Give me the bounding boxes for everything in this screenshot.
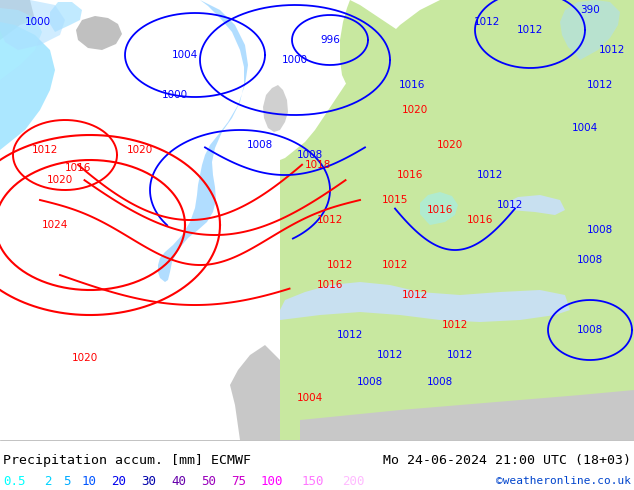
Text: 1012: 1012	[327, 260, 353, 270]
Text: 1012: 1012	[317, 215, 343, 225]
Text: 1018: 1018	[305, 160, 331, 170]
Polygon shape	[340, 0, 432, 112]
Text: 1012: 1012	[377, 350, 403, 360]
Text: 1012: 1012	[598, 45, 625, 55]
Text: 1015: 1015	[382, 195, 408, 205]
Text: ©weatheronline.co.uk: ©weatheronline.co.uk	[496, 476, 631, 486]
Text: 1020: 1020	[72, 353, 98, 363]
Text: 996: 996	[320, 35, 340, 45]
Text: 1016: 1016	[397, 170, 423, 180]
Text: Mo 24-06-2024 21:00 UTC (18+03): Mo 24-06-2024 21:00 UTC (18+03)	[383, 454, 631, 467]
Text: 75: 75	[231, 474, 246, 488]
Polygon shape	[300, 390, 634, 440]
Text: 5: 5	[63, 474, 70, 488]
Text: 1012: 1012	[382, 260, 408, 270]
Polygon shape	[50, 2, 82, 32]
Text: 1012: 1012	[477, 170, 503, 180]
Text: 2: 2	[44, 474, 51, 488]
Text: 1012: 1012	[447, 350, 473, 360]
Text: 1012: 1012	[587, 80, 613, 90]
Text: Precipitation accum. [mm] ECMWF: Precipitation accum. [mm] ECMWF	[3, 454, 251, 467]
Text: 200: 200	[342, 474, 364, 488]
Text: 1012: 1012	[32, 145, 58, 155]
Text: 1020: 1020	[437, 140, 463, 150]
Text: 1008: 1008	[587, 225, 613, 235]
Text: 10: 10	[82, 474, 97, 488]
Text: 1012: 1012	[402, 290, 428, 300]
Polygon shape	[0, 0, 65, 50]
Text: 1012: 1012	[474, 17, 500, 27]
Text: 1008: 1008	[577, 255, 603, 265]
Text: 1008: 1008	[247, 140, 273, 150]
Text: 1000: 1000	[282, 55, 308, 65]
Text: 1020: 1020	[402, 105, 428, 115]
Text: 50: 50	[201, 474, 216, 488]
Text: 1012: 1012	[497, 200, 523, 210]
Text: 20: 20	[112, 474, 127, 488]
Text: 1004: 1004	[572, 123, 598, 133]
Text: 1016: 1016	[467, 215, 493, 225]
Text: 1016: 1016	[65, 163, 91, 173]
Text: 1000: 1000	[162, 90, 188, 100]
Text: 30: 30	[141, 474, 157, 488]
Polygon shape	[508, 195, 565, 215]
Text: 1004: 1004	[172, 50, 198, 60]
Text: 1012: 1012	[337, 330, 363, 340]
Polygon shape	[76, 16, 122, 50]
Polygon shape	[280, 0, 634, 440]
Polygon shape	[0, 8, 42, 80]
Text: 1008: 1008	[297, 150, 323, 160]
Polygon shape	[0, 0, 35, 40]
Text: 150: 150	[301, 474, 323, 488]
Text: 1020: 1020	[127, 145, 153, 155]
Text: 1000: 1000	[25, 17, 51, 27]
Polygon shape	[263, 85, 288, 132]
Polygon shape	[420, 192, 458, 225]
Text: 1008: 1008	[357, 377, 383, 387]
Text: 1020: 1020	[47, 175, 73, 185]
Polygon shape	[158, 0, 248, 282]
Text: 1012: 1012	[517, 25, 543, 35]
Polygon shape	[0, 22, 55, 150]
Text: 390: 390	[580, 5, 600, 15]
Text: 0.5: 0.5	[3, 474, 25, 488]
Text: 1016: 1016	[399, 80, 425, 90]
Text: 1024: 1024	[42, 220, 68, 230]
Text: 1016: 1016	[427, 205, 453, 215]
Text: 1016: 1016	[317, 280, 343, 290]
Text: 40: 40	[171, 474, 186, 488]
Polygon shape	[230, 345, 280, 440]
Polygon shape	[280, 282, 570, 322]
Polygon shape	[560, 0, 620, 60]
Text: 1008: 1008	[427, 377, 453, 387]
Text: 1012: 1012	[442, 320, 468, 330]
Text: 100: 100	[261, 474, 283, 488]
Text: 1008: 1008	[577, 325, 603, 335]
Text: 1004: 1004	[297, 393, 323, 403]
